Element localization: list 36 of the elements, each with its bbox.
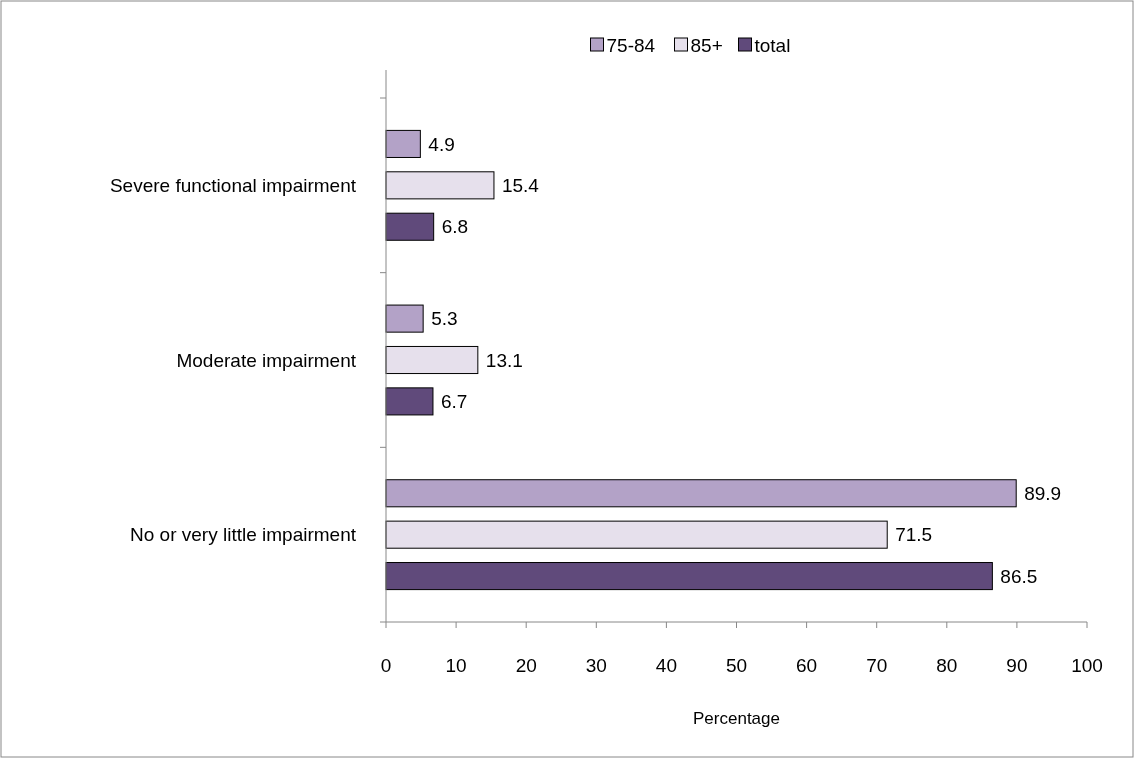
data-label: 6.7	[440, 391, 468, 413]
x-tick-label: 100	[1071, 655, 1103, 676]
bar	[385, 387, 434, 416]
x-tick-label: 50	[725, 655, 748, 676]
y-tick-label: Severe functional impairment	[109, 174, 357, 196]
x-tick-label: 60	[796, 655, 818, 676]
bar	[385, 212, 435, 241]
data-label: 89.9	[1024, 482, 1062, 504]
x-tick-label: 80	[936, 655, 958, 676]
legend-label: total	[754, 34, 791, 56]
x-axis-title: Percentage	[693, 709, 780, 728]
data-label: 13.1	[485, 349, 523, 371]
x-tick-label: 10	[445, 655, 467, 676]
data-label: 15.4	[501, 174, 540, 196]
data-label: 5.3	[431, 308, 458, 330]
bar	[385, 304, 424, 333]
data-label: 6.8	[441, 216, 469, 238]
bar	[385, 171, 495, 200]
bar	[385, 479, 1017, 508]
y-tick-label: Moderate impairment	[176, 349, 357, 371]
data-label: 71.5	[895, 524, 933, 546]
bar	[385, 520, 888, 549]
x-tick-label: 20	[515, 655, 537, 676]
x-tick-label: 0	[380, 655, 392, 676]
bar	[385, 129, 421, 158]
legend-label: 85+	[690, 34, 723, 56]
legend-label: 75-84	[606, 34, 656, 56]
x-tick-label: 70	[866, 655, 888, 676]
data-label: 4.9	[428, 133, 455, 155]
x-tick-label: 90	[1006, 655, 1028, 676]
x-tick-label: 40	[655, 655, 677, 676]
y-tick-label: No or very little impairment	[130, 524, 357, 546]
data-label: 86.5	[1000, 565, 1038, 587]
x-tick-label: 30	[585, 655, 607, 676]
bar	[385, 345, 479, 375]
bar	[385, 562, 993, 591]
